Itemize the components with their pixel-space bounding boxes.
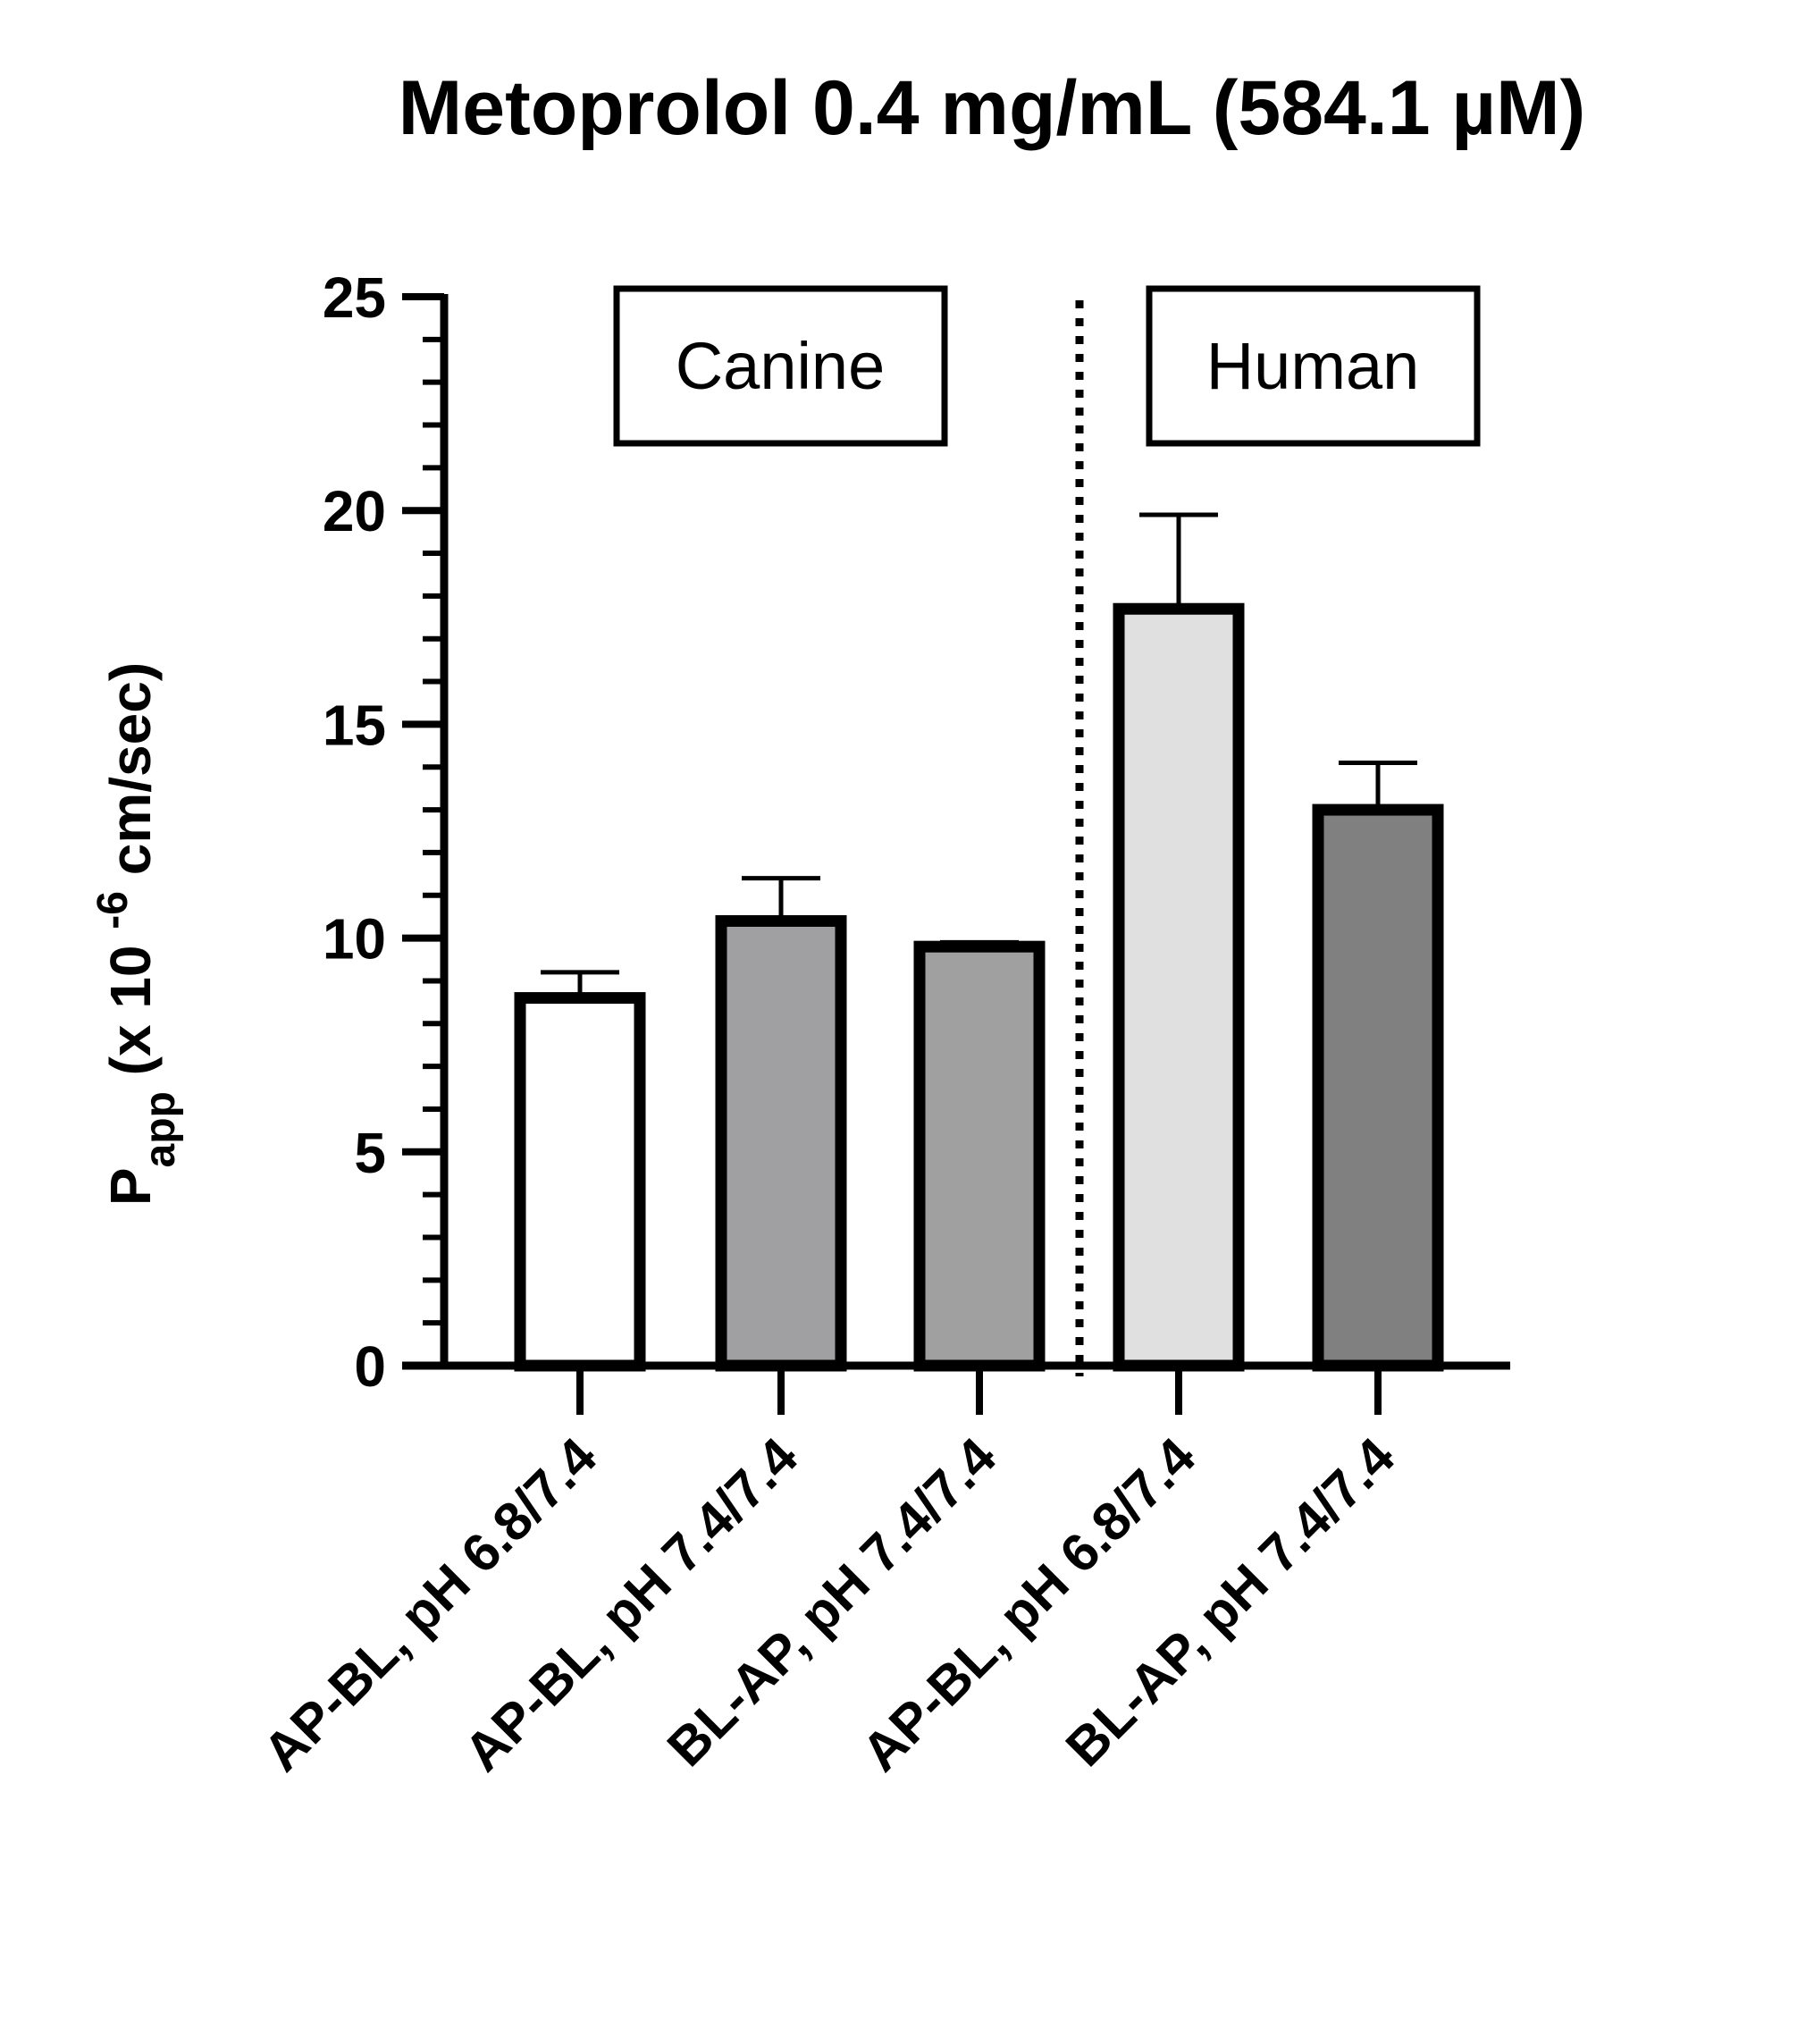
- bar-4: [1113, 602, 1245, 1372]
- bar-2: [715, 914, 847, 1372]
- y-tick-labels: 0 5 10 15 20 25: [323, 265, 386, 1399]
- x-tick-labels: AP-BL, pH 6.8/7.4AP-BL, pH 7.4/7.4BL-AP,…: [252, 1426, 1407, 1782]
- x-axis: [402, 1361, 1510, 1415]
- x-tick-label: AP-BL, pH 7.4/7.4: [453, 1426, 810, 1782]
- y-axis-label: Papp (x 10 -6 cm/sec): [89, 662, 184, 1206]
- bars: [514, 602, 1444, 1372]
- y-tick-label: 15: [323, 693, 386, 757]
- error-bars: [541, 512, 1417, 998]
- x-tick-label: BL-AP, pH 7.4/7.4: [656, 1426, 1008, 1778]
- canine-group-label: Canine: [676, 329, 886, 403]
- y-tick-label: 20: [323, 479, 386, 543]
- y-axis: [402, 293, 449, 1369]
- x-tick-label: AP-BL, pH 6.8/7.4: [851, 1426, 1207, 1782]
- bar-1: [514, 992, 646, 1372]
- y-tick-label: 10: [323, 907, 386, 972]
- chart-title: Metoprolol 0.4 mg/mL (584.1 µM): [399, 65, 1586, 151]
- group-labels: Canine Human: [613, 285, 1481, 447]
- x-tick-label: AP-BL, pH 6.8/7.4: [252, 1426, 609, 1782]
- human-group-box: [1146, 285, 1481, 447]
- canine-group-box: [613, 285, 948, 447]
- y-tick-label: 25: [323, 265, 386, 330]
- human-group-label: Human: [1206, 329, 1420, 403]
- x-tick-label: BL-AP, pH 7.4/7.4: [1054, 1426, 1407, 1778]
- bar-5: [1312, 803, 1444, 1372]
- bar-3: [913, 940, 1046, 1372]
- y-tick-label: 0: [354, 1334, 386, 1399]
- y-tick-label: 5: [354, 1121, 386, 1185]
